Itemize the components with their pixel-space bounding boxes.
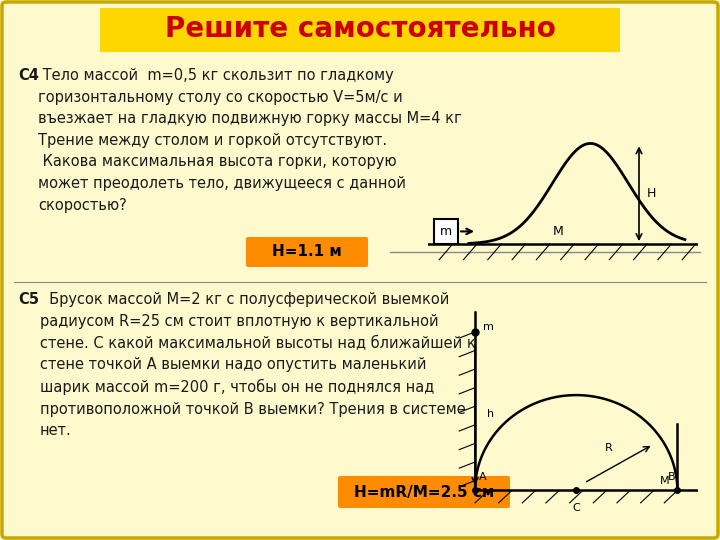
Text: R: R [605, 443, 613, 453]
Text: C5: C5 [18, 292, 39, 307]
FancyBboxPatch shape [246, 237, 368, 267]
Text: Брусок массой М=2 кг с полусферической выемкой
радиусом R=25 см стоит вплотную к: Брусок массой М=2 кг с полусферической в… [40, 292, 476, 438]
Text: Решите самостоятельно: Решите самостоятельно [165, 15, 555, 43]
Text: M: M [660, 476, 669, 485]
Text: A: A [479, 472, 487, 482]
Text: m: m [440, 225, 452, 238]
Text: C: C [572, 503, 580, 513]
Text: H=1.1 м: H=1.1 м [272, 245, 342, 260]
Text: H: H [647, 187, 657, 200]
Text: M: M [553, 225, 563, 238]
Text: B: B [668, 472, 676, 482]
Text: H=mR/M=2.5 см: H=mR/M=2.5 см [354, 484, 494, 500]
Text: C4: C4 [18, 68, 39, 83]
Text: Тело массой  m=0,5 кг скользит по гладкому
горизонтальному столу со скоростью V=: Тело массой m=0,5 кг скользит по гладком… [38, 68, 462, 213]
Text: m: m [482, 322, 494, 332]
FancyBboxPatch shape [338, 476, 510, 508]
Bar [433, 219, 458, 244]
Text: h: h [487, 409, 495, 419]
Bar [100, 8, 620, 52]
